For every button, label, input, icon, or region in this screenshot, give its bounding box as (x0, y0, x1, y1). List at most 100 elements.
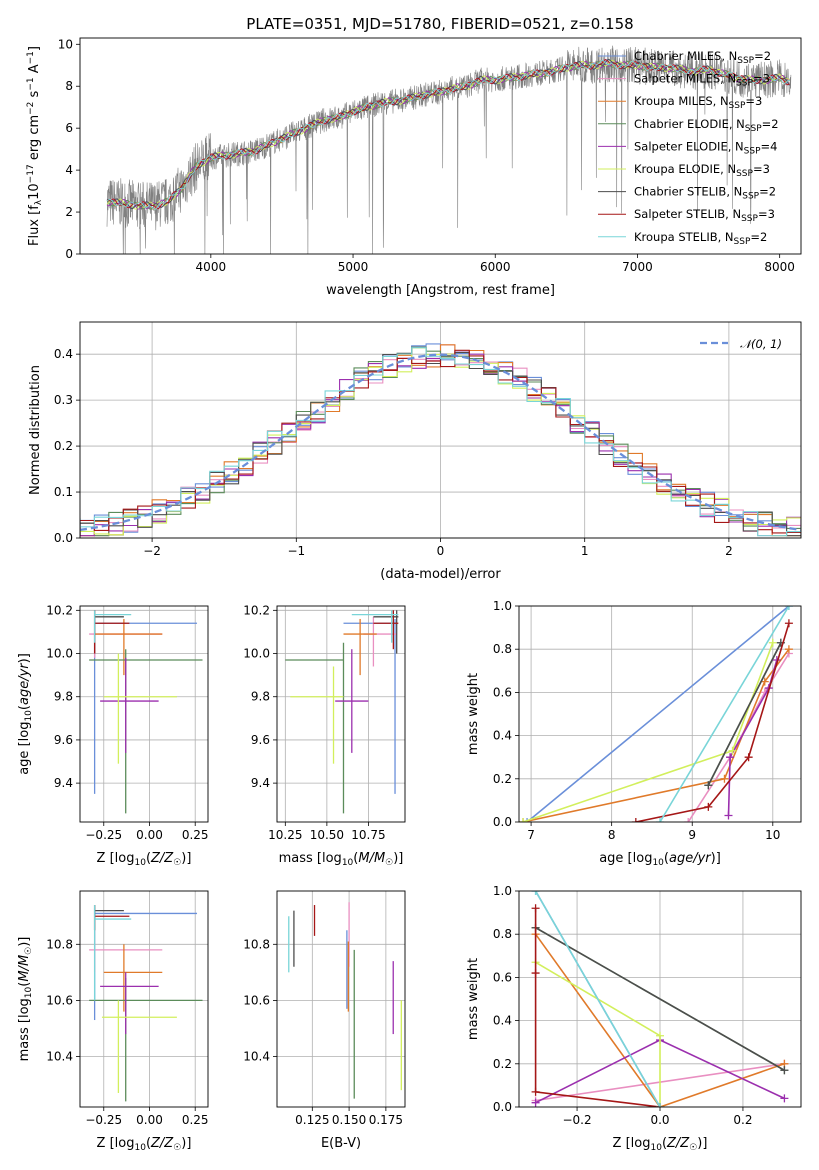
mass-weight-salpeter-stelib-marker (531, 969, 540, 978)
residual-histogram-ytick-label: 0.3 (54, 393, 73, 407)
age-mass-xlabel-part: 10 (342, 858, 354, 868)
cumulative-mass-weight-vs-z-ytick-label: 0.0 (493, 1100, 512, 1114)
residual-histogram-panel: −2 −1 0 1 2 0.0 0.1 0.2 0.3 0.4 (data-model)/error… (28, 321, 802, 582)
mass-weight-salpeter-elodie-marker (780, 1094, 789, 1103)
mass-weight-kroupa-elodie-marker (519, 818, 528, 822)
mass-weight-chabrier-stelib-line (535, 927, 785, 1071)
mass-z-xlabel-part: Z [log (97, 1136, 135, 1151)
legend-entry-kroupa-miles-part: SSP (729, 101, 746, 111)
legend-entry-kroupa-elodie: Kroupa ELODIE, NSSP​=3 (634, 162, 770, 179)
cumulative-mass-weight-vs-age-ytick-label: 0.6 (493, 685, 512, 699)
legend-entry-salpeter-elodie-part: =4 (761, 139, 778, 153)
cumulative-mass-weight-vs-z-ytick-label: 0.8 (493, 927, 512, 941)
mass-vs-ebv-errorbars-panel: 0.125 0.150 0.175 10.4 10.6 10.8 E(B-V) (243, 890, 406, 1151)
mass-weight-age-xlabel-part: ( (664, 851, 669, 866)
cumulative-mass-weight-vs-z-frame (518, 890, 802, 1108)
legend-entry-chabrier-stelib: Chabrier STELIB, NSSP​=2 (634, 185, 776, 202)
spectrum-ylabel-part: −17 (26, 164, 36, 183)
spectrum-frame (79, 37, 802, 255)
mass-vs-ebv-errorbars-ytick-label: 10.8 (243, 937, 270, 951)
mass-z-ylabel-part: M/M (17, 955, 32, 982)
legend-entry-chabrier-elodie: Chabrier ELODIE, NSSP​=2 (634, 117, 779, 134)
mass-weight-chabrier-miles-marker (523, 818, 532, 822)
age-z-ylabel-part: 10 (24, 710, 34, 722)
mass-weight-kroupa-stelib-marker (656, 1103, 664, 1107)
spectrum-ytick-label: 8 (65, 79, 73, 93)
cumulative-mass-weight-vs-age-ytick-label: 0.4 (493, 729, 512, 743)
cumulative-mass-weight-vs-z-ytick-label: 1.0 (493, 884, 512, 898)
mass-vs-z-errorbars-xtick-label: 0.25 (182, 1113, 209, 1127)
age-vs-z-errorbars-panel: −0.25 0.00 0.25 9.4 9.6 9.8 10.0 10.2 Z [log10​(… (17, 603, 209, 868)
cumulative-mass-weight-vs-age-ytick-label: 0.2 (493, 772, 512, 786)
age-z-ylabel-part: age [log (17, 722, 32, 775)
cumulative-mass-weight-vs-age-plot-area (519, 606, 793, 822)
age-mass-xlabel-part: ( (353, 851, 358, 866)
legend-entry-salpeter-stelib-part: =3 (758, 207, 775, 221)
legend-entry-kroupa-elodie-part: SSP (736, 169, 753, 179)
age-vs-mass-errorbars-ytick-label: 9.8 (251, 690, 270, 704)
mass-weight-kroupa-elodie-marker (728, 746, 737, 755)
cumulative-mass-weight-vs-age-xtick-label: 8 (608, 828, 616, 842)
mass-weight-z-ylabel: mass weight (466, 958, 481, 1040)
age-vs-mass-errorbars-panel: 10.25 10.50 10.75 9.4 9.6 9.8 10.0 10.2 mass [lo… (243, 603, 406, 868)
mass-vs-ebv-errorbars-plot-area (288, 902, 402, 1099)
mass-vs-ebv-errorbars-ytick-label: 10.4 (243, 1050, 270, 1064)
mass-z-ylabel-part: ☉ (24, 947, 34, 955)
spectrum-xlabel: wavelength [Angstrom, rest frame] (326, 283, 555, 298)
mass-z-xlabel-part: ( (146, 1136, 151, 1151)
age-vs-mass-errorbars-ytick-label: 10.2 (243, 603, 270, 617)
legend-entry-salpeter-elodie-part: SSP (744, 146, 761, 156)
mass-weight-z-xlabel-part: ( (662, 1136, 667, 1151)
cumulative-mass-weight-vs-age-xtick-label: 7 (527, 828, 535, 842)
mass-weight-kroupa-stelib-line (659, 606, 790, 822)
legend-entry-salpeter-elodie-part: Salpeter ELODIE, N (634, 139, 744, 153)
mass-weight-salpeter-miles-marker (684, 818, 693, 822)
age-vs-mass-errorbars-xtick-label: 10.75 (351, 828, 385, 842)
normal-curve-line (80, 353, 801, 532)
mass-weight-salpeter-stelib-line (635, 623, 790, 822)
cumulative-mass-weight-vs-z-ytick-label: 0.4 (493, 1014, 512, 1028)
spectrum-ylabel-part: s (27, 90, 42, 101)
age-mass-xlabel-part: )] (393, 851, 403, 866)
legend-entry-chabrier-stelib-part: SSP (742, 192, 759, 202)
mass-weight-kroupa-miles-marker (720, 774, 729, 783)
legend-entry-kroupa-stelib: Kroupa STELIB, NSSP​=2 (634, 230, 767, 247)
mass-weight-salpeter-stelib-marker (531, 904, 540, 913)
mass-vs-ebv-errorbars-ytick-label: 10.6 (243, 993, 270, 1007)
mass-weight-age-xlabel-part: )] (711, 851, 721, 866)
legend-entry-kroupa-stelib-part: SSP (734, 237, 751, 247)
mass-z-ylabel-part: mass [log (17, 998, 32, 1061)
age-z-ylabel: age [log10​(age/yr)] (17, 653, 34, 775)
mass-weight-kroupa-stelib-marker (531, 891, 540, 895)
legend-entry-salpeter-miles-part: Salpeter MILES, N (634, 72, 736, 86)
age-vs-mass-errorbars-xtick-label: 10.50 (310, 828, 344, 842)
legend-entry-salpeter-stelib-part: Salpeter STELIB, N (634, 207, 741, 221)
mass-weight-kroupa-stelib-marker (784, 606, 793, 610)
mass-z-xlabel: Z [log10​(Z/Z☉​)] (97, 1136, 192, 1153)
mass-weight-chabrier-stelib-marker (780, 1066, 789, 1075)
mass-weight-z-xlabel-part: ☉ (689, 1143, 697, 1153)
cumulative-mass-weight-vs-age-xtick-label: 9 (688, 828, 696, 842)
spectrum-xtick-label: 7000 (622, 260, 653, 274)
mass-vs-z-errorbars-plot-area (89, 905, 203, 1102)
age-vs-z-errorbars-ytick-label: 10.2 (46, 603, 73, 617)
mass-weight-chabrier-miles-line (526, 606, 790, 822)
mass-weight-kroupa-miles-marker (784, 645, 793, 654)
spectrum-ylabel-part: erg cm (27, 115, 42, 164)
residual-histogram-ytick-label: 0.0 (54, 531, 73, 545)
legend-entry-kroupa-miles: Kroupa MILES, NSSP​=3 (634, 94, 762, 111)
age-vs-z-errorbars-frame (79, 605, 209, 823)
age-vs-z-errorbars-ytick-label: 9.8 (54, 690, 73, 704)
ebv-xlabel: E(B-V) (321, 1136, 361, 1151)
legend-entry-chabrier-stelib-part: =2 (759, 185, 776, 199)
mass-weight-chabrier-stelib-line (707, 642, 782, 786)
mass-weight-z-xlabel-part: Z [log (613, 1136, 651, 1151)
legend-entry-salpeter-stelib: Salpeter STELIB, NSSP​=3 (634, 207, 775, 224)
mass-vs-z-errorbars-frame (79, 890, 209, 1108)
mass-vs-z-errorbars-ytick-label: 10.8 (46, 937, 73, 951)
legend-entry-kroupa-stelib-part: =2 (750, 230, 767, 244)
age-z-xlabel-part: )] (181, 851, 191, 866)
legend-entry-chabrier-elodie-part: =2 (762, 117, 779, 131)
mass-weight-age-xlabel-part: age/yr (669, 851, 712, 866)
legend-entry-kroupa-miles-part: Kroupa MILES, N (634, 94, 729, 108)
